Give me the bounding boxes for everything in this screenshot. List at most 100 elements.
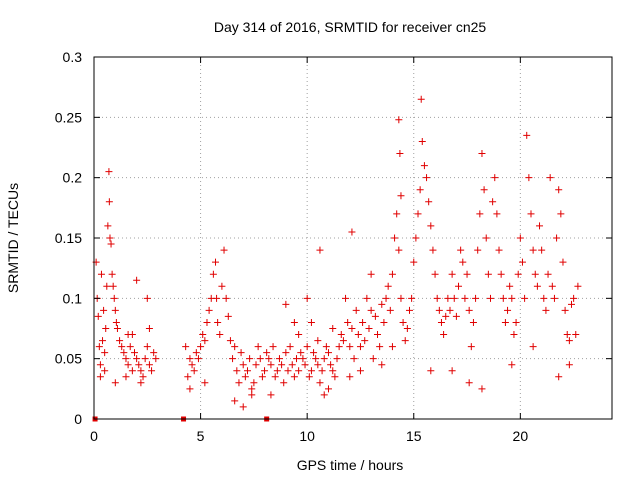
data-point [324, 349, 332, 357]
y-axis-label: SRMTID / TECUs [5, 183, 21, 293]
data-point [567, 300, 575, 308]
data-point [235, 379, 243, 387]
data-point [205, 306, 213, 314]
data-point [574, 282, 582, 290]
data-point [555, 186, 563, 194]
data-point [145, 325, 153, 332]
data-point [437, 318, 445, 326]
data-point [269, 343, 277, 351]
data-point [433, 294, 441, 302]
data-point [465, 379, 473, 387]
x-tick-label: 10 [299, 428, 315, 444]
data-point [293, 355, 301, 363]
data-point [405, 306, 413, 314]
data-point [403, 325, 411, 332]
data-point [320, 391, 328, 399]
data-point [263, 349, 271, 357]
data-point [199, 331, 207, 339]
data-point [529, 343, 537, 351]
data-point [482, 234, 490, 242]
data-point [231, 343, 239, 351]
data-point [280, 379, 288, 387]
data-point [107, 240, 115, 248]
data-point [363, 294, 371, 302]
data-point [506, 282, 514, 290]
data-point [376, 343, 384, 351]
data-point [365, 325, 373, 332]
data-point [444, 294, 452, 302]
data-point [388, 343, 396, 351]
data-point [220, 246, 228, 254]
data-point [388, 270, 396, 278]
data-point [523, 131, 531, 139]
data-point [307, 367, 315, 375]
data-point [561, 306, 569, 314]
x-tick-label: 0 [90, 428, 98, 444]
data-point [316, 246, 324, 254]
data-point [516, 234, 524, 242]
data-point [102, 325, 110, 332]
data-point [186, 355, 194, 363]
data-point [256, 355, 264, 363]
data-point [216, 331, 224, 339]
data-point [122, 355, 130, 363]
data-point [182, 343, 190, 351]
data-point [474, 246, 482, 254]
data-point [106, 234, 114, 242]
data-point [312, 355, 320, 363]
data-point [399, 318, 407, 326]
data-point [103, 282, 111, 290]
data-point [335, 343, 343, 351]
data-point [190, 367, 198, 375]
data-point [565, 337, 573, 345]
data-point [113, 325, 121, 332]
data-point [324, 385, 332, 393]
data-point [261, 367, 269, 375]
data-point [452, 312, 460, 320]
data-point [214, 318, 222, 326]
data-point [301, 361, 309, 369]
x-axis-label: GPS time / hours [297, 457, 404, 473]
data-point [290, 318, 298, 326]
data-point [410, 258, 418, 266]
data-point [333, 355, 341, 363]
data-point [472, 294, 480, 302]
data-point [570, 294, 578, 302]
data-point [303, 294, 311, 302]
data-point [572, 331, 580, 339]
data-point [307, 318, 315, 326]
y-tick-label: 0.2 [63, 170, 83, 186]
data-point [97, 270, 105, 278]
y-tick-label: 0.1 [63, 290, 83, 306]
data-point [124, 361, 132, 369]
data-point [548, 282, 556, 290]
data-point [218, 282, 226, 290]
data-point [542, 306, 550, 314]
y-tick-label: 0.15 [55, 230, 82, 246]
data-point [322, 343, 330, 351]
data-point [295, 331, 303, 339]
data-point [252, 361, 260, 369]
data-point [120, 349, 128, 357]
data-point [557, 210, 565, 218]
data-point [480, 186, 488, 194]
data-point [478, 385, 486, 393]
data-point [499, 294, 507, 302]
data-point [412, 234, 420, 242]
data-point [525, 174, 533, 182]
data-point [416, 186, 424, 194]
data-point [356, 367, 364, 375]
data-point [135, 361, 143, 369]
data-point [248, 385, 256, 393]
data-point [275, 355, 283, 363]
data-point [478, 150, 486, 158]
data-point [239, 403, 247, 411]
data-point [344, 318, 352, 326]
data-point [271, 373, 279, 381]
data-point [243, 367, 251, 375]
data-point [521, 294, 529, 302]
data-point [361, 337, 369, 345]
data-point [350, 355, 358, 363]
data-point [391, 234, 399, 242]
data-points [92, 95, 582, 411]
